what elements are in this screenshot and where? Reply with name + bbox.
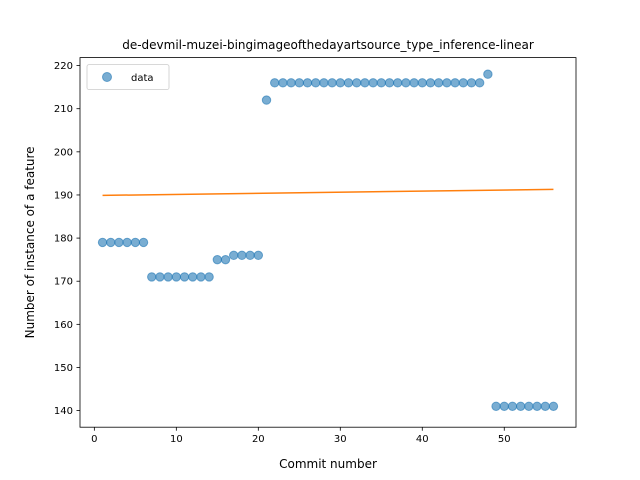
plot-area xyxy=(80,57,576,428)
data-point xyxy=(163,272,173,282)
data-point xyxy=(532,401,542,411)
data-point xyxy=(343,78,354,88)
data-point xyxy=(466,78,477,88)
data-point xyxy=(524,401,534,411)
data-point xyxy=(106,237,116,248)
data-point xyxy=(351,78,362,88)
data-point xyxy=(483,69,493,79)
x-tick-label: 30 xyxy=(334,434,347,445)
data-point xyxy=(442,78,452,88)
plot-frame xyxy=(79,57,577,428)
y-axis-label: Number of instance of a feature xyxy=(23,146,37,338)
data-point xyxy=(212,254,223,265)
data-point xyxy=(229,250,239,261)
data-point xyxy=(270,78,280,88)
data-point xyxy=(147,272,157,282)
data-point xyxy=(335,78,345,88)
data-points-layer xyxy=(97,69,559,411)
data-point xyxy=(138,237,149,248)
data-point xyxy=(507,401,518,411)
legend-marker xyxy=(102,72,112,82)
legend: data xyxy=(86,64,170,90)
data-point xyxy=(171,272,182,282)
data-point xyxy=(368,78,378,88)
y-tick-label: 180 xyxy=(54,234,73,245)
data-point xyxy=(188,272,198,282)
data-point xyxy=(384,78,395,88)
data-point xyxy=(179,272,190,282)
chart-title: de-devmil-muzei-bingimageofthedayartsour… xyxy=(122,38,534,52)
data-point xyxy=(245,250,255,261)
x-tick-label: 20 xyxy=(252,434,265,445)
trend-line-layer xyxy=(102,188,554,197)
data-point xyxy=(409,78,419,88)
data-point xyxy=(204,272,214,282)
data-point xyxy=(196,272,206,282)
data-point xyxy=(417,78,427,88)
legend-label: data xyxy=(131,73,154,84)
y-tick-label: 140 xyxy=(54,406,73,417)
data-point xyxy=(425,78,436,88)
data-point xyxy=(360,78,370,88)
data-point xyxy=(294,78,305,88)
data-point xyxy=(220,254,231,265)
data-point xyxy=(540,401,550,411)
data-point xyxy=(499,401,509,411)
data-point xyxy=(327,78,337,88)
data-point xyxy=(97,237,108,248)
x-tick-label: 40 xyxy=(416,434,429,445)
y-tick-label: 150 xyxy=(54,363,73,374)
x-tick-label: 50 xyxy=(498,434,511,445)
data-point xyxy=(474,78,485,88)
data-point xyxy=(237,250,247,261)
data-point xyxy=(253,250,264,261)
data-point xyxy=(278,78,288,88)
y-axis-ticks: 140 150 160 170 180 190 200 210 220 xyxy=(54,61,80,417)
data-point xyxy=(130,237,141,248)
data-point xyxy=(376,78,386,88)
data-point xyxy=(392,78,403,88)
data-point xyxy=(433,78,444,88)
data-point xyxy=(401,78,411,88)
data-point xyxy=(114,237,124,248)
y-tick-label: 170 xyxy=(54,277,73,288)
trend-line xyxy=(102,188,554,197)
y-tick-label: 160 xyxy=(54,320,73,331)
data-point xyxy=(491,401,501,411)
x-axis-ticks: 0 10 20 30 40 50 xyxy=(91,427,511,445)
y-tick-label: 210 xyxy=(54,104,73,115)
x-tick-label: 0 xyxy=(91,434,97,445)
data-point xyxy=(515,401,526,411)
data-point xyxy=(548,401,559,411)
data-point xyxy=(302,78,313,88)
y-tick-label: 190 xyxy=(54,190,73,201)
data-point xyxy=(311,78,321,88)
data-point xyxy=(458,78,468,88)
data-point xyxy=(319,78,329,88)
data-point xyxy=(122,237,132,248)
data-point xyxy=(155,272,165,282)
data-point xyxy=(450,78,460,88)
legend-box xyxy=(86,64,170,90)
x-axis-label: Commit number xyxy=(279,457,377,471)
y-tick-label: 220 xyxy=(54,61,73,72)
y-tick-label: 200 xyxy=(54,147,73,158)
x-tick-label: 10 xyxy=(170,434,183,445)
data-point xyxy=(261,95,272,105)
data-point xyxy=(286,78,296,88)
